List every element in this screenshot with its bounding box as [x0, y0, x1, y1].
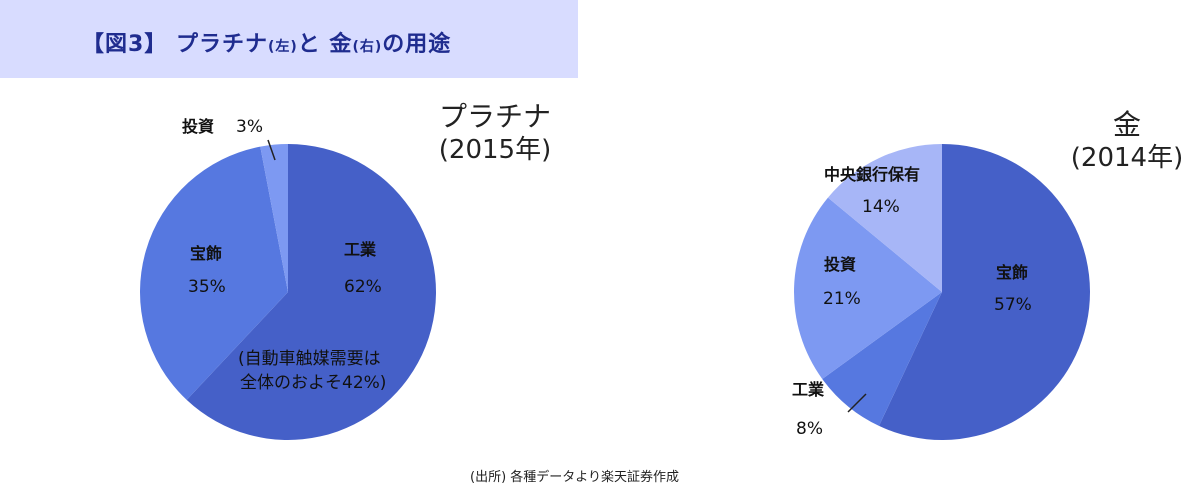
- source-note: (出所) 各種データより楽天証券作成: [470, 470, 680, 485]
- gold-industrial-leader: [847, 393, 867, 413]
- gold-heading: 金 (2014年): [1062, 108, 1192, 174]
- gold-label-industrial: 工業: [792, 380, 825, 399]
- title-left-note: (左): [267, 39, 298, 55]
- gold-slice-jewelry: [878, 144, 1091, 440]
- platinum-annotation-line2: 全体のおよそ42%): [240, 373, 386, 393]
- platinum-year: (2015年): [438, 135, 552, 165]
- gold-slice-investment: [794, 197, 942, 379]
- gold-value-jewelry: 57%: [994, 295, 1032, 315]
- platinum-pie: [140, 144, 436, 440]
- title-prefix: 【図3】 プラチナ: [82, 32, 268, 57]
- platinum-heading: プラチナ (2015年): [420, 100, 570, 166]
- gold-label-investment: 投資: [824, 255, 856, 274]
- gold-pie: [794, 144, 1091, 440]
- platinum-slice-industrial: [186, 144, 436, 440]
- platinum-annotation-line1: (自動車触媒需要は: [238, 349, 381, 369]
- platinum-label-investment: 投資: [182, 117, 214, 136]
- gold-label-central-bank: 中央銀行保有: [824, 165, 920, 184]
- gold-title: 金: [1112, 108, 1141, 141]
- title-right-note: (右): [352, 39, 383, 55]
- platinum-value-investment: 3%: [236, 117, 263, 137]
- platinum-slice-jewelry: [140, 146, 288, 400]
- gold-value-industrial: 8%: [796, 419, 823, 439]
- platinum-value-industrial: 62%: [344, 277, 382, 297]
- gold-year: (2014年): [1070, 143, 1184, 173]
- platinum-investment-leader: [267, 139, 276, 161]
- title-band: 【図3】 プラチナ(左)と 金(右)の用途: [0, 0, 578, 78]
- gold-label-jewelry: 宝飾: [996, 263, 1028, 282]
- platinum-title: プラチナ: [438, 100, 551, 133]
- platinum-value-jewelry: 35%: [188, 277, 226, 297]
- title-mid: と 金: [297, 32, 353, 57]
- figure-title: 【図3】 プラチナ(左)と 金(右)の用途: [82, 26, 451, 58]
- gold-slice-industrial: [822, 292, 942, 426]
- platinum-label-industrial: 工業: [344, 240, 377, 259]
- platinum-label-jewelry: 宝飾: [190, 244, 222, 263]
- platinum-slice-investment: [260, 144, 288, 292]
- gold-value-central-bank: 14%: [862, 197, 900, 217]
- gold-slice-central-bank: [827, 144, 942, 292]
- title-suffix: の用途: [382, 32, 452, 57]
- gold-value-investment: 21%: [823, 289, 861, 309]
